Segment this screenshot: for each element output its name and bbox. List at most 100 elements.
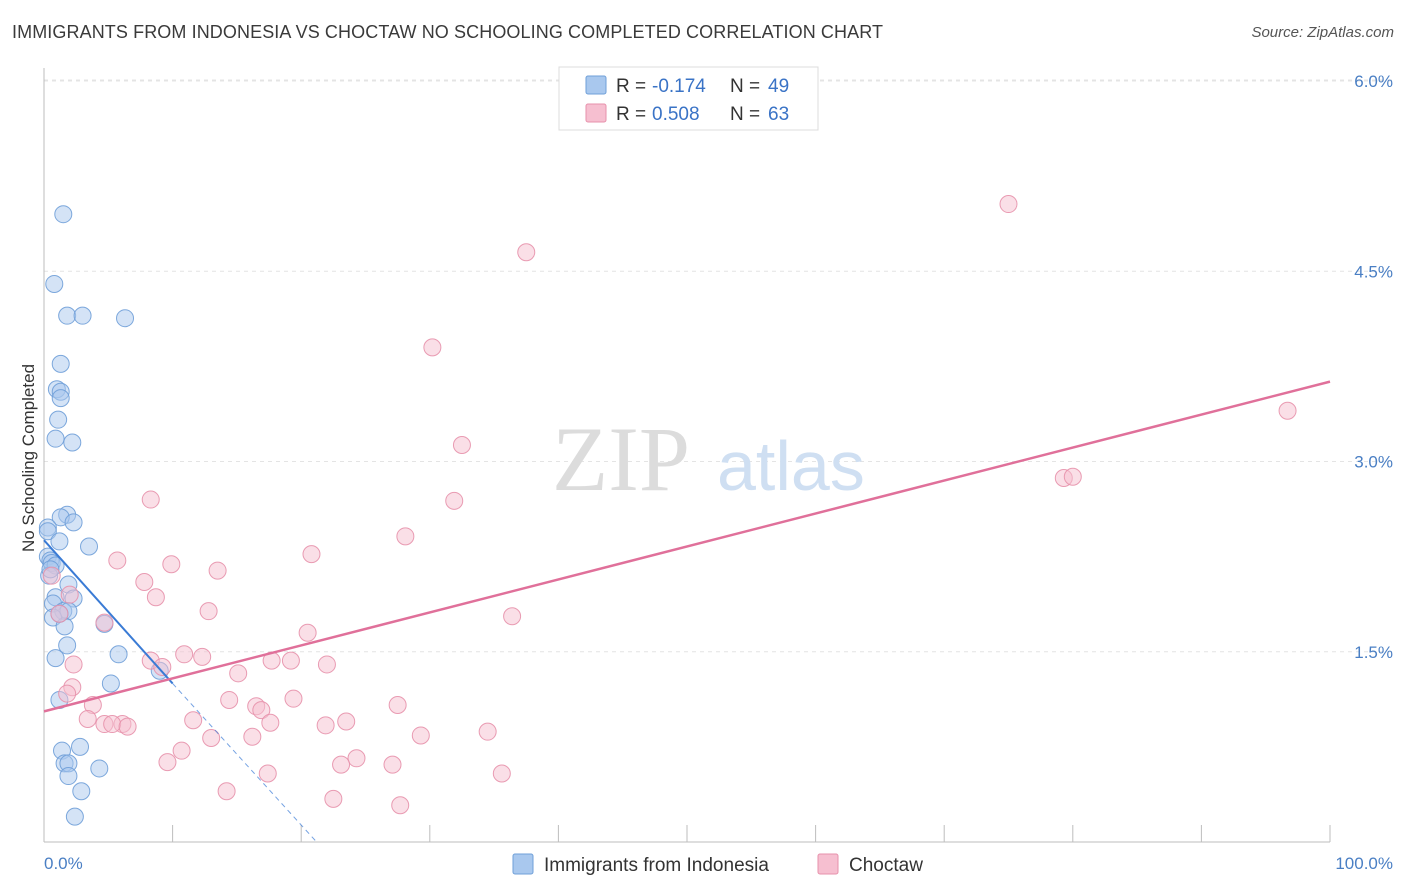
legend-n-label-0: N = bbox=[730, 76, 760, 97]
point-choctaw-4 bbox=[452, 436, 471, 455]
point-indonesia-1 bbox=[45, 274, 64, 293]
point-indonesia-16 bbox=[38, 522, 57, 541]
point-choctaw-10 bbox=[302, 545, 321, 564]
bottom-legend-label-pink: Choctaw bbox=[849, 855, 923, 876]
bottom-legend-swatch-pink bbox=[817, 853, 839, 875]
point-indonesia-34 bbox=[46, 649, 65, 668]
point-choctaw-3 bbox=[1278, 401, 1297, 420]
point-choctaw-7 bbox=[141, 490, 160, 509]
point-choctaw-59 bbox=[391, 796, 410, 815]
point-indonesia-8 bbox=[51, 389, 70, 408]
point-indonesia-14 bbox=[64, 513, 83, 532]
point-choctaw-0 bbox=[999, 195, 1018, 214]
chart-title: IMMIGRANTS FROM INDONESIA VS CHOCTAW NO … bbox=[12, 22, 884, 42]
y-axis-label: No Schooling Completed bbox=[19, 364, 38, 552]
y-tick-labels: 1.5% 3.0% 4.5% 6.0% bbox=[1354, 72, 1393, 662]
point-choctaw-13 bbox=[208, 561, 227, 580]
point-choctaw-26 bbox=[153, 657, 172, 676]
legend-r-value-1: 0.508 bbox=[652, 104, 700, 125]
point-indonesia-44 bbox=[72, 782, 91, 801]
point-choctaw-11 bbox=[108, 551, 127, 570]
point-choctaw-43 bbox=[103, 715, 122, 734]
watermark-zip: ZIP bbox=[552, 408, 690, 510]
point-indonesia-43 bbox=[59, 767, 78, 786]
point-choctaw-40 bbox=[261, 713, 280, 732]
point-choctaw-33 bbox=[388, 696, 407, 715]
y-tick-label-1: 3.0% bbox=[1354, 453, 1393, 472]
point-choctaw-1 bbox=[517, 243, 536, 262]
point-indonesia-3 bbox=[73, 306, 92, 325]
point-indonesia-32 bbox=[58, 636, 77, 655]
point-indonesia-0 bbox=[54, 205, 73, 224]
legend-n-value-0: 49 bbox=[768, 76, 789, 97]
legend-r-label-1: R = bbox=[616, 104, 646, 125]
point-choctaw-30 bbox=[58, 684, 77, 703]
point-indonesia-42 bbox=[90, 759, 109, 778]
point-choctaw-6 bbox=[1063, 467, 1082, 486]
point-indonesia-9 bbox=[49, 410, 68, 429]
trendlines bbox=[43, 380, 1331, 843]
point-indonesia-11 bbox=[63, 433, 82, 452]
point-choctaw-19 bbox=[298, 623, 317, 642]
legend-swatch-pink bbox=[585, 103, 607, 123]
point-choctaw-39 bbox=[337, 712, 356, 731]
point-choctaw-57 bbox=[217, 782, 236, 801]
point-choctaw-8 bbox=[445, 491, 464, 510]
trendline-indonesia bbox=[43, 539, 174, 685]
point-choctaw-28 bbox=[229, 664, 248, 683]
y-tick-label-3: 6.0% bbox=[1354, 72, 1393, 91]
source-label: Source: ZipAtlas.com bbox=[1251, 24, 1394, 41]
trendline-choctaw bbox=[43, 380, 1331, 713]
point-indonesia-2 bbox=[58, 306, 77, 325]
point-choctaw-32 bbox=[284, 689, 303, 708]
point-choctaw-16 bbox=[199, 602, 218, 621]
point-indonesia-36 bbox=[101, 674, 120, 693]
watermark-atlas: atlas bbox=[717, 427, 865, 505]
point-choctaw-48 bbox=[243, 727, 262, 746]
point-choctaw-45 bbox=[118, 717, 137, 736]
legend: R = -0.174 N = 49 R = 0.508 N = 63 bbox=[558, 66, 819, 131]
point-choctaw-18 bbox=[95, 613, 114, 632]
point-indonesia-45 bbox=[65, 807, 84, 826]
point-choctaw-21 bbox=[193, 647, 212, 666]
point-choctaw-60 bbox=[42, 566, 61, 585]
series-choctaw bbox=[42, 195, 1297, 815]
point-choctaw-52 bbox=[347, 749, 366, 768]
point-choctaw-50 bbox=[172, 741, 191, 760]
point-choctaw-62 bbox=[60, 585, 79, 604]
x-tick-labels: 0.0% 100.0% bbox=[44, 854, 1393, 873]
watermark: ZIP atlas bbox=[552, 408, 865, 510]
point-choctaw-15 bbox=[146, 588, 165, 607]
point-choctaw-37 bbox=[78, 709, 97, 728]
bottom-legend-swatch-blue bbox=[512, 853, 534, 875]
x-tick-label-0: 0.0% bbox=[44, 854, 83, 873]
point-indonesia-18 bbox=[80, 537, 99, 556]
point-choctaw-61 bbox=[50, 604, 69, 623]
grid bbox=[44, 79, 1395, 653]
point-choctaw-58 bbox=[324, 789, 343, 808]
point-choctaw-47 bbox=[202, 729, 221, 747]
point-choctaw-12 bbox=[162, 555, 181, 574]
point-indonesia-17 bbox=[50, 532, 69, 551]
point-indonesia-4 bbox=[116, 309, 135, 328]
legend-swatch-blue bbox=[585, 75, 607, 95]
x-tick-label-1: 100.0% bbox=[1335, 854, 1393, 873]
bottom-legend-label-blue: Immigrants from Indonesia bbox=[544, 855, 769, 876]
y-tick-label-2: 4.5% bbox=[1354, 262, 1393, 281]
legend-n-label-1: N = bbox=[730, 104, 760, 125]
point-choctaw-55 bbox=[258, 764, 277, 783]
point-choctaw-54 bbox=[332, 755, 351, 774]
point-choctaw-38 bbox=[184, 711, 203, 730]
bottom-legend: Immigrants from Indonesia Choctaw bbox=[512, 853, 923, 876]
legend-n-value-1: 63 bbox=[768, 104, 789, 125]
point-indonesia-39 bbox=[71, 737, 90, 756]
point-choctaw-51 bbox=[158, 753, 177, 772]
point-choctaw-46 bbox=[478, 722, 497, 741]
axes bbox=[43, 68, 1331, 843]
point-choctaw-49 bbox=[411, 726, 430, 745]
point-choctaw-53 bbox=[383, 755, 402, 774]
point-choctaw-56 bbox=[492, 764, 511, 783]
point-choctaw-36 bbox=[252, 701, 271, 720]
point-indonesia-5 bbox=[51, 354, 70, 373]
